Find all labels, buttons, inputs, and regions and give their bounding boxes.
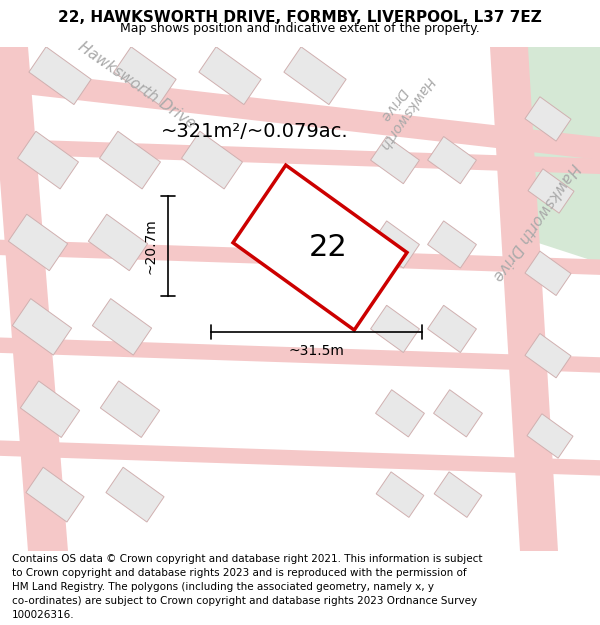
Polygon shape bbox=[525, 334, 571, 378]
Polygon shape bbox=[527, 414, 573, 458]
Polygon shape bbox=[525, 251, 571, 296]
Polygon shape bbox=[490, 47, 558, 551]
Polygon shape bbox=[100, 131, 160, 189]
Polygon shape bbox=[8, 214, 68, 271]
Polygon shape bbox=[528, 169, 574, 213]
Text: co-ordinates) are subject to Crown copyright and database rights 2023 Ordnance S: co-ordinates) are subject to Crown copyr… bbox=[12, 596, 477, 606]
Text: Hawksworth Drive: Hawksworth Drive bbox=[75, 39, 198, 131]
Polygon shape bbox=[0, 47, 68, 551]
Polygon shape bbox=[428, 221, 476, 268]
Polygon shape bbox=[0, 440, 600, 476]
Polygon shape bbox=[434, 472, 482, 518]
Polygon shape bbox=[26, 468, 84, 522]
Polygon shape bbox=[376, 390, 424, 437]
Polygon shape bbox=[371, 305, 419, 352]
Polygon shape bbox=[114, 47, 176, 104]
Polygon shape bbox=[182, 131, 242, 189]
Polygon shape bbox=[371, 221, 419, 268]
Polygon shape bbox=[0, 239, 600, 276]
Polygon shape bbox=[233, 165, 407, 330]
Text: ~321m²/~0.079ac.: ~321m²/~0.079ac. bbox=[161, 122, 349, 141]
Polygon shape bbox=[525, 97, 571, 141]
Text: HM Land Registry. The polygons (including the associated geometry, namely x, y: HM Land Registry. The polygons (includin… bbox=[12, 582, 434, 592]
Polygon shape bbox=[20, 381, 80, 438]
Polygon shape bbox=[371, 136, 419, 184]
Polygon shape bbox=[0, 68, 600, 162]
Text: Contains OS data © Crown copyright and database right 2021. This information is : Contains OS data © Crown copyright and d… bbox=[12, 554, 482, 564]
Text: Hawksworth Drive: Hawksworth Drive bbox=[490, 161, 582, 283]
Polygon shape bbox=[428, 136, 476, 184]
Polygon shape bbox=[284, 47, 346, 104]
Polygon shape bbox=[88, 214, 148, 271]
Text: to Crown copyright and database rights 2023 and is reproduced with the permissio: to Crown copyright and database rights 2… bbox=[12, 568, 467, 578]
Text: Hawksworth
Drive: Hawksworth Drive bbox=[363, 65, 437, 152]
Polygon shape bbox=[29, 47, 91, 104]
Polygon shape bbox=[106, 468, 164, 522]
Polygon shape bbox=[199, 47, 261, 104]
Text: ~31.5m: ~31.5m bbox=[289, 344, 344, 357]
Polygon shape bbox=[92, 299, 152, 355]
Polygon shape bbox=[13, 299, 71, 355]
Text: ~20.7m: ~20.7m bbox=[144, 218, 158, 274]
Text: 22: 22 bbox=[308, 233, 347, 262]
Polygon shape bbox=[505, 47, 600, 263]
Polygon shape bbox=[0, 337, 600, 373]
Polygon shape bbox=[434, 390, 482, 437]
Polygon shape bbox=[0, 139, 600, 174]
Polygon shape bbox=[17, 131, 79, 189]
Polygon shape bbox=[376, 472, 424, 518]
Polygon shape bbox=[428, 305, 476, 352]
Polygon shape bbox=[100, 381, 160, 438]
Text: Map shows position and indicative extent of the property.: Map shows position and indicative extent… bbox=[120, 22, 480, 35]
Text: 22, HAWKSWORTH DRIVE, FORMBY, LIVERPOOL, L37 7EZ: 22, HAWKSWORTH DRIVE, FORMBY, LIVERPOOL,… bbox=[58, 10, 542, 25]
Text: 100026316.: 100026316. bbox=[12, 610, 74, 620]
